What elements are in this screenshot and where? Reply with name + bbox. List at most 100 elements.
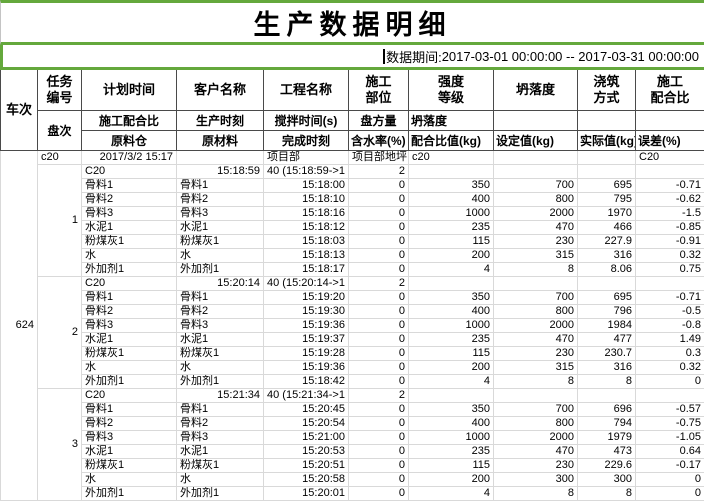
ratio-value-cell: 4	[409, 374, 494, 388]
bin-cell: 骨料2	[82, 192, 177, 206]
col-header-customer: 客户名称	[177, 70, 264, 110]
moisture-cell: 0	[349, 332, 409, 346]
bin-cell: 骨料1	[82, 290, 177, 304]
ratio-value-cell: 1000	[409, 318, 494, 332]
report-title-bar: 生产数据明细	[0, 0, 704, 45]
error-cell: -0.71	[636, 290, 704, 304]
actual-value-cell: 1970	[578, 206, 636, 220]
material-cell: 骨料1	[177, 290, 264, 304]
col-header-raw-bin: 原料仓	[82, 130, 177, 150]
bin-cell: 外加剂1	[82, 262, 177, 276]
actual-value-cell: 1979	[578, 430, 636, 444]
bin-cell: 骨料2	[82, 416, 177, 430]
set-value-cell: 470	[494, 220, 578, 234]
col-header-raw-material: 原材料	[177, 130, 264, 150]
pan-no-cell: 3	[38, 388, 82, 500]
set-value-cell: 700	[494, 290, 578, 304]
period-value[interactable]: 2017-03-01 00:00:00 -- 2017-03-31 00:00:…	[442, 49, 699, 64]
finish-time-cell: 15:18:13	[264, 248, 349, 262]
ratio-value-cell: 1000	[409, 206, 494, 220]
set-value-cell: 300	[494, 472, 578, 486]
material-cell: 粉煤灰1	[177, 346, 264, 360]
moisture-cell: 0	[349, 220, 409, 234]
moisture-cell: 0	[349, 290, 409, 304]
col-header-pour-method: 浇筑 方式	[578, 70, 636, 110]
empty-cell	[578, 164, 636, 178]
period-bar: 数据期间: 2017-03-01 00:00:00 -- 2017-03-31 …	[0, 45, 704, 70]
plan-time-cell: 2017/3/2 15:17	[82, 150, 177, 164]
actual-value-cell: 316	[578, 248, 636, 262]
error-cell: 0.32	[636, 248, 704, 262]
material-cell: 水泥1	[177, 444, 264, 458]
ratio-value-cell: 235	[409, 444, 494, 458]
set-value-cell: 470	[494, 444, 578, 458]
finish-time-cell: 15:19:36	[264, 360, 349, 374]
period-label: 数据期间:	[386, 47, 442, 66]
set-value-cell: 800	[494, 192, 578, 206]
col-header-task-no: 任务 编号	[38, 70, 82, 110]
ratio-value-cell: 200	[409, 472, 494, 486]
material-cell: 水	[177, 248, 264, 262]
ratio-value-cell: 400	[409, 304, 494, 318]
error-cell: -0.17	[636, 458, 704, 472]
finish-time-cell: 15:19:37	[264, 332, 349, 346]
col-header-prod-time: 生产时刻	[177, 110, 264, 130]
actual-value-cell: 8	[578, 374, 636, 388]
bin-cell: 粉煤灰1	[82, 458, 177, 472]
finish-time-cell: 15:20:53	[264, 444, 349, 458]
actual-value-cell: 230.7	[578, 346, 636, 360]
moisture-cell: 0	[349, 178, 409, 192]
material-cell: 水	[177, 472, 264, 486]
bin-cell: 水泥1	[82, 332, 177, 346]
col-header-actual-value: 实际值(kg)	[578, 130, 636, 150]
empty-cell	[636, 276, 704, 290]
finish-time-cell: 15:18:00	[264, 178, 349, 192]
moisture-cell: 0	[349, 192, 409, 206]
error-cell: -0.91	[636, 234, 704, 248]
bin-cell: 骨料1	[82, 402, 177, 416]
material-cell: 外加剂1	[177, 486, 264, 500]
error-cell: 0.3	[636, 346, 704, 360]
batch-mix-cell: C20	[82, 276, 177, 290]
material-cell: 骨料1	[177, 402, 264, 416]
actual-value-cell: 695	[578, 178, 636, 192]
actual-value-cell: 1984	[578, 318, 636, 332]
col-header-stir-time: 搅拌时间(s)	[264, 110, 349, 130]
material-cell: 骨料2	[177, 304, 264, 318]
set-value-cell: 8	[494, 262, 578, 276]
bin-cell: 外加剂1	[82, 374, 177, 388]
empty-cell	[494, 388, 578, 402]
material-cell: 骨料2	[177, 416, 264, 430]
set-value-cell: 230	[494, 234, 578, 248]
material-cell: 骨料3	[177, 430, 264, 444]
error-cell: 0.64	[636, 444, 704, 458]
col-header-empty-3	[636, 110, 704, 130]
batch-mix-cell: C20	[82, 164, 177, 178]
moisture-cell: 0	[349, 206, 409, 220]
bin-cell: 粉煤灰1	[82, 234, 177, 248]
finish-time-cell: 15:18:42	[264, 374, 349, 388]
bin-cell: 骨料2	[82, 304, 177, 318]
bin-cell: 外加剂1	[82, 486, 177, 500]
finish-time-cell: 15:20:54	[264, 416, 349, 430]
moisture-cell: 0	[349, 472, 409, 486]
col-header-error: 误差(%)	[636, 130, 704, 150]
pan-no-cell: 2	[38, 276, 82, 388]
finish-time-cell: 15:20:58	[264, 472, 349, 486]
bin-cell: 水泥1	[82, 220, 177, 234]
set-value-cell: 2000	[494, 430, 578, 444]
material-cell: 外加剂1	[177, 374, 264, 388]
actual-value-cell: 796	[578, 304, 636, 318]
material-cell: 粉煤灰1	[177, 458, 264, 472]
